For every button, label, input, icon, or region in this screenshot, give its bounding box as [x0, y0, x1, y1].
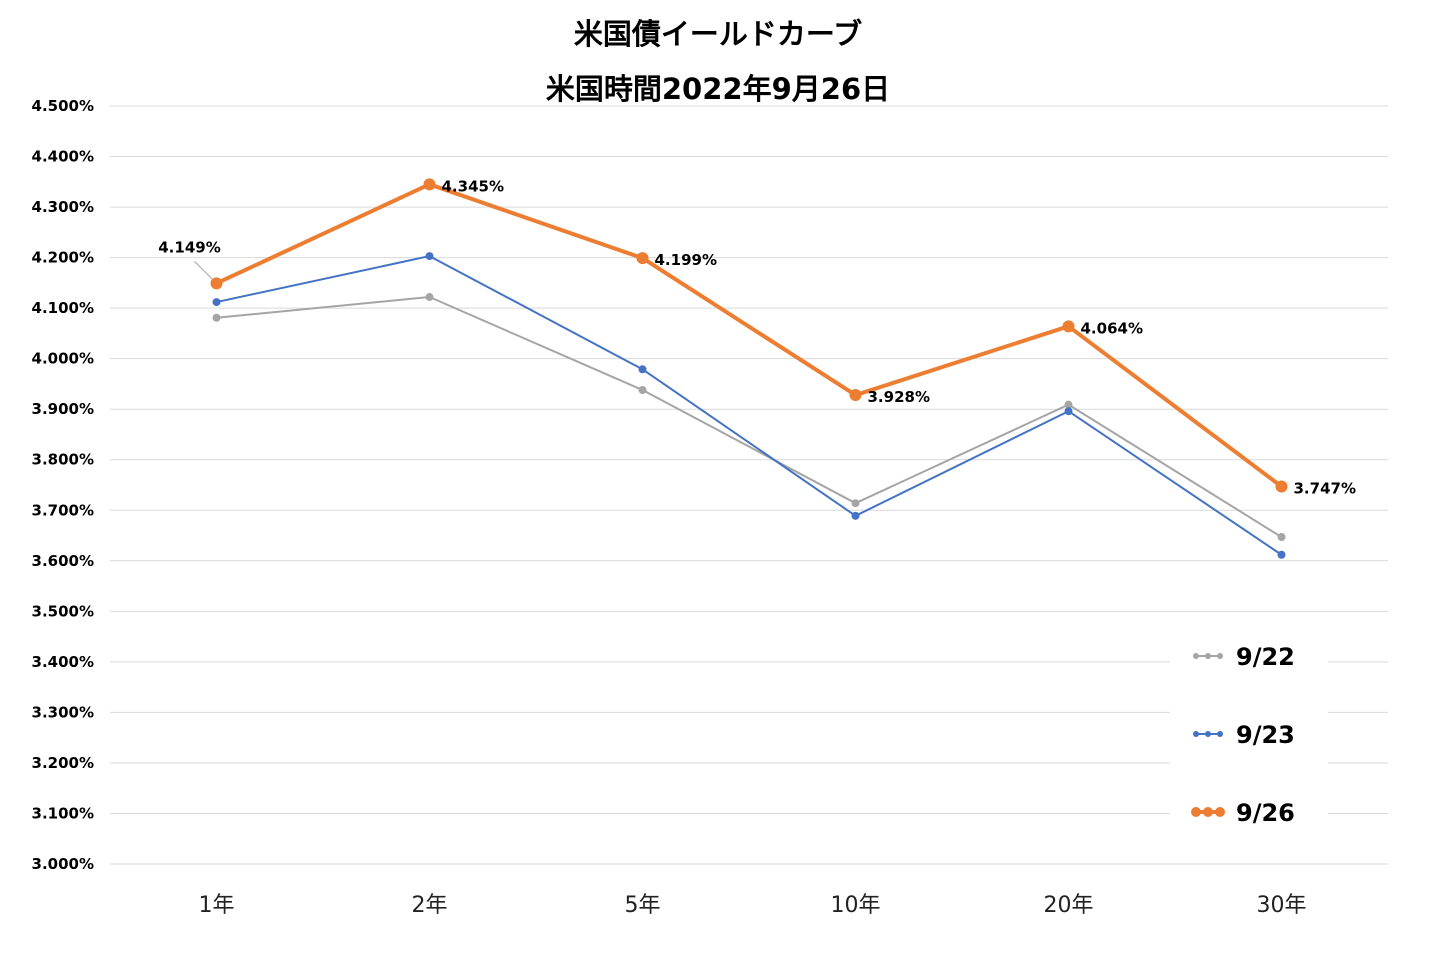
legend-swatch-marker: [1215, 807, 1225, 817]
x-tick-label: 20年: [1044, 893, 1094, 918]
legend-item: 9/26: [1191, 799, 1295, 827]
data-label: 4.345%: [442, 177, 504, 195]
y-tick-label: 3.500%: [32, 602, 94, 620]
data-point: [1277, 533, 1286, 542]
data-point: [212, 313, 221, 322]
data-point: [638, 365, 647, 374]
y-tick-label: 3.700%: [32, 501, 94, 519]
legend-label: 9/23: [1236, 721, 1295, 749]
y-tick-label: 3.200%: [32, 754, 94, 772]
y-tick-label: 3.100%: [32, 804, 94, 822]
series-2: [212, 252, 1286, 559]
data-label: 3.747%: [1294, 480, 1356, 498]
data-label: 4.199%: [655, 251, 717, 269]
data-point: [1277, 550, 1286, 559]
data-point: [425, 293, 434, 302]
chart-subtitle: 米国時間2022年9月26日: [546, 72, 890, 106]
series-lines: [210, 178, 1288, 559]
data-point: [1275, 480, 1288, 493]
legend-swatch-marker: [1193, 731, 1199, 737]
y-tick-label: 4.400%: [32, 148, 94, 166]
legend-swatch-marker: [1217, 653, 1223, 659]
x-axis-ticks: 1年 2年 5年 10年 20年 30年: [199, 893, 1307, 918]
legend-swatch-marker: [1191, 807, 1201, 817]
y-tick-label: 4.000%: [32, 350, 94, 368]
legend-swatch-marker: [1205, 731, 1211, 737]
y-tick-label: 4.300%: [32, 198, 94, 216]
y-axis-ticks: 3.000% 3.100% 3.200% 3.300% 3.400% 3.500% 3.60…: [32, 97, 94, 873]
series-3: [210, 178, 1288, 493]
y-tick-label: 3.000%: [32, 855, 94, 873]
series-line: [215, 182, 1283, 489]
data-point: [851, 499, 860, 508]
data-label: 4.064%: [1081, 319, 1143, 337]
data-point: [1062, 320, 1075, 333]
y-tick-label: 3.900%: [32, 400, 94, 418]
legend-swatch-marker: [1203, 807, 1213, 817]
x-tick-label: 1年: [199, 893, 235, 918]
legend-swatch-marker: [1217, 731, 1223, 737]
data-point: [636, 252, 649, 265]
y-tick-label: 4.500%: [32, 97, 94, 115]
data-labels: 4.149% 4.345% 4.199% 3.928% 4.064% 3.747%: [158, 177, 1356, 497]
data-point: [425, 252, 434, 261]
y-tick-label: 4.100%: [32, 299, 94, 317]
legend-box: [1170, 625, 1328, 835]
legend-label: 9/22: [1236, 643, 1295, 671]
legend-swatch-marker: [1193, 653, 1199, 659]
y-tick-label: 3.800%: [32, 451, 94, 469]
legend-swatch-marker: [1205, 653, 1211, 659]
series-line: [216, 296, 1283, 538]
data-point: [1064, 400, 1073, 409]
y-tick-label: 4.200%: [32, 249, 94, 267]
series-1: [212, 293, 1286, 542]
data-point: [851, 511, 860, 520]
data-label-leader: [194, 261, 213, 280]
legend-label: 9/26: [1236, 799, 1295, 827]
x-tick-label: 30年: [1257, 893, 1307, 918]
x-tick-label: 2年: [412, 893, 448, 918]
y-tick-label: 3.400%: [32, 653, 94, 671]
data-point: [212, 298, 221, 307]
data-point: [423, 178, 436, 191]
data-point: [849, 389, 862, 402]
series-line: [216, 255, 1283, 556]
y-tick-label: 3.600%: [32, 552, 94, 570]
y-tick-label: 3.300%: [32, 703, 94, 721]
data-point: [1064, 407, 1073, 416]
x-tick-label: 5年: [625, 893, 661, 918]
data-point: [638, 385, 647, 394]
data-label: 3.928%: [868, 388, 930, 406]
legend-item: 9/23: [1193, 721, 1295, 749]
data-point: [210, 277, 223, 290]
x-tick-label: 10年: [831, 893, 881, 918]
legend-item: 9/22: [1193, 643, 1295, 671]
data-label: 4.149%: [158, 238, 220, 256]
chart-title: 米国債イールドカーブ: [574, 17, 862, 51]
legend: 9/22 9/23 9/26: [1170, 625, 1328, 835]
